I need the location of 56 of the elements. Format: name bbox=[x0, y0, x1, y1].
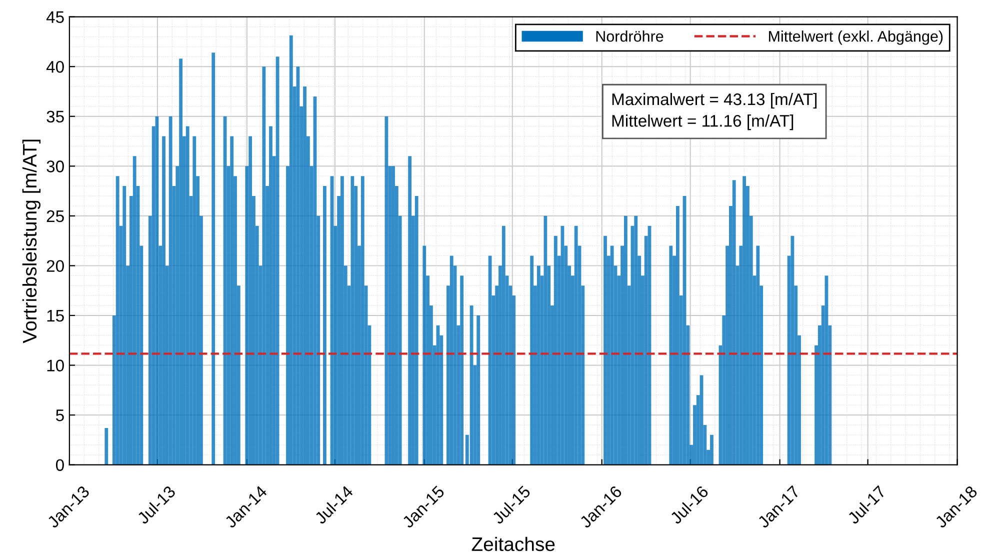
bar bbox=[408, 156, 412, 465]
bar bbox=[186, 126, 190, 465]
x-axis-title: Zeitachse bbox=[472, 536, 555, 552]
bar bbox=[168, 116, 172, 465]
y-tick-label: 45 bbox=[46, 11, 64, 24]
bar bbox=[756, 246, 760, 465]
bar bbox=[230, 136, 234, 465]
bar bbox=[476, 315, 480, 465]
bar bbox=[289, 35, 293, 465]
bar bbox=[732, 180, 736, 465]
bar bbox=[155, 116, 159, 465]
bar bbox=[192, 136, 196, 465]
annotation: Mittelwert = 11.16 [m/AT] bbox=[612, 114, 794, 130]
bar bbox=[360, 176, 364, 465]
bar bbox=[414, 196, 418, 465]
bar bbox=[544, 216, 548, 465]
y-tick-label: 5 bbox=[56, 410, 64, 422]
y-axis-title: Vortriebsleistung [m/AT] bbox=[22, 140, 40, 344]
legend-label: Nordröhre bbox=[596, 30, 664, 42]
bar bbox=[116, 176, 120, 465]
bar bbox=[502, 226, 506, 465]
legend-label: Mittelwert (exkl. Abgänge) bbox=[769, 30, 943, 45]
bar bbox=[212, 52, 216, 465]
bar bbox=[460, 276, 464, 465]
bar bbox=[554, 236, 558, 465]
bar bbox=[104, 428, 108, 465]
bar bbox=[262, 66, 266, 465]
bar bbox=[323, 186, 326, 465]
y-tick-label: 40 bbox=[46, 60, 64, 73]
bar bbox=[790, 236, 794, 465]
bar bbox=[710, 434, 714, 465]
bar bbox=[530, 256, 534, 465]
y-tick-label: 10 bbox=[47, 360, 64, 372]
bar bbox=[536, 266, 540, 465]
y-tick-label: 35 bbox=[46, 110, 64, 123]
bar bbox=[162, 136, 166, 465]
bar bbox=[676, 206, 680, 465]
bar bbox=[604, 236, 607, 465]
bar bbox=[610, 246, 614, 465]
bar bbox=[574, 226, 578, 465]
y-tick-label: 15 bbox=[47, 310, 64, 322]
bar bbox=[422, 246, 426, 465]
y-tick-label: 30 bbox=[46, 160, 64, 172]
bar bbox=[669, 246, 673, 465]
bar bbox=[132, 156, 136, 465]
bar bbox=[450, 256, 454, 465]
annotation: Maximalwert = 43.13 [m/AT] bbox=[612, 92, 817, 108]
bar bbox=[624, 216, 628, 465]
bar bbox=[634, 216, 638, 465]
y-tick-label: 0 bbox=[56, 459, 64, 472]
bar bbox=[179, 58, 182, 465]
bar bbox=[340, 176, 344, 465]
y-tick-label: 20 bbox=[46, 260, 64, 272]
y-tick-label: 25 bbox=[46, 210, 64, 222]
bar bbox=[122, 186, 126, 465]
bar bbox=[350, 176, 354, 465]
